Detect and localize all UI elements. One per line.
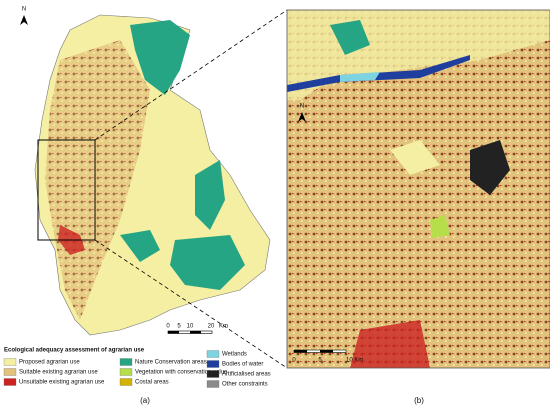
north-label: N — [22, 7, 26, 13]
scale-bar — [167, 330, 213, 334]
legend-swatch — [206, 380, 220, 388]
legend-label: Unsuitable existing agrarian use — [19, 380, 105, 386]
legend: Ecological adequacy assessment of agrari… — [3, 348, 271, 388]
legend-label: Bodies of water — [222, 362, 263, 368]
map-b — [287, 10, 550, 368]
scale-label: 0 — [166, 324, 170, 330]
scale-label: 5 — [318, 358, 322, 364]
legend-label: Artificialised areas — [222, 372, 271, 378]
scale-label: 5 — [177, 324, 181, 330]
legend-swatch — [119, 358, 133, 366]
legend-label: Proposed agrarian use — [19, 360, 80, 366]
legend-swatch — [3, 378, 17, 386]
legend-swatch — [3, 368, 17, 376]
legend-swatch — [119, 378, 133, 386]
legend-swatch — [206, 350, 220, 358]
legend-label: Wetlands — [222, 352, 247, 358]
legend-label: Nature Conservation areas — [135, 360, 207, 366]
scale-label: 10 Km — [346, 358, 363, 364]
legend-label: Costal areas — [135, 380, 169, 386]
legend-swatch — [206, 370, 220, 378]
zoom-line — [94, 9, 288, 141]
legend-label: Other constraints — [222, 382, 268, 388]
legend-label: Suitable existing agrarian use — [19, 370, 98, 376]
map-a: N — [20, 7, 271, 336]
scale-bar — [293, 349, 347, 353]
zoom-line — [94, 239, 288, 369]
legend-swatch — [206, 360, 220, 368]
legend-swatch — [119, 368, 133, 376]
legend-title: Ecological adequacy assessment of agrari… — [4, 348, 145, 354]
legend-label: Vegetation with conservation value — [135, 370, 228, 376]
scale-label: Km — [219, 324, 228, 330]
legend-swatch — [3, 358, 17, 366]
inset-box — [37, 139, 96, 241]
panel-label: (a) — [140, 396, 150, 405]
north-arrow — [20, 15, 28, 25]
north-arrow — [298, 112, 306, 122]
panel-label: (b) — [414, 396, 424, 405]
scale-label: 20 — [208, 324, 215, 330]
scale-label: 0 — [292, 358, 296, 364]
north-label: N — [300, 104, 304, 110]
scale-label: 10 — [187, 324, 194, 330]
